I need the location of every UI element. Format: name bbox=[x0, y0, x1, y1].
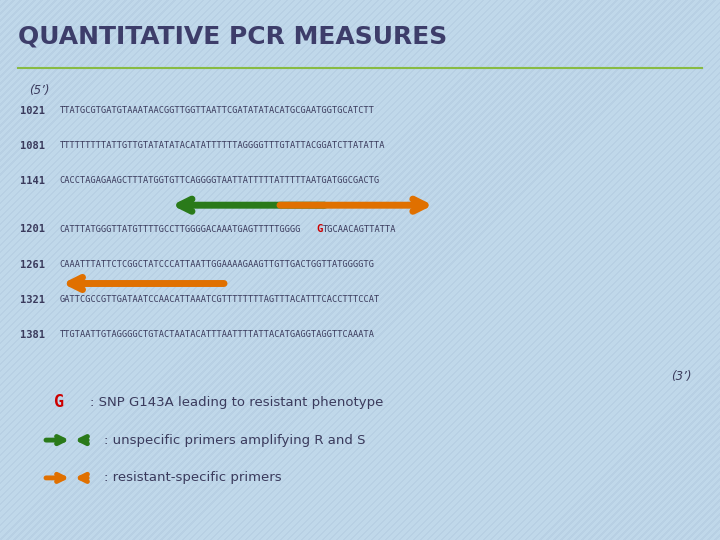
Text: GATTCGCCGTTGATAATCCAACATTAAATCGTTTTTTTTAGTTTACATTTCACCTTTCCAT: GATTCGCCGTTGATAATCCAACATTAAATCGTTTTTTTTA… bbox=[60, 295, 380, 304]
Text: 1021: 1021 bbox=[20, 106, 45, 116]
Text: QUANTITATIVE PCR MEASURES: QUANTITATIVE PCR MEASURES bbox=[18, 24, 447, 48]
Text: (3’): (3’) bbox=[671, 370, 691, 383]
Text: 1201: 1201 bbox=[20, 225, 45, 234]
Text: TTTTTTTTTATTGTTGTATATATACATATTTTTTAGGGGTTTGTATTACGGATCTTATATTA: TTTTTTTTTATTGTTGTATATATACATATTTTTTAGGGGT… bbox=[60, 141, 385, 150]
Text: : resistant-specific primers: : resistant-specific primers bbox=[104, 471, 282, 484]
Text: TGCAACAGTTATTA: TGCAACAGTTATTA bbox=[323, 225, 396, 234]
Text: 1321: 1321 bbox=[20, 295, 45, 305]
Text: 1141: 1141 bbox=[20, 176, 45, 186]
Text: CACCTAGAGAAGCTTTATGGTGTTCAGGGGTAATTATTTTTATTTTTAATGATGGCGACTG: CACCTAGAGAAGCTTTATGGTGTTCAGGGGTAATTATTTT… bbox=[60, 177, 380, 185]
Text: TTATGCGTGATGTAAATAACGGTTGGTTAATTCGATATATACATGCGAATGGTGCATCTT: TTATGCGTGATGTAAATAACGGTTGGTTAATTCGATATAT… bbox=[60, 106, 374, 115]
Text: 1261: 1261 bbox=[20, 260, 45, 269]
Text: : SNP G143A leading to resistant phenotype: : SNP G143A leading to resistant phenoty… bbox=[90, 396, 383, 409]
Text: G: G bbox=[54, 393, 64, 411]
Text: (5’): (5’) bbox=[29, 84, 49, 97]
Text: TTGTAATTGTAGGGGCTGTACTAATACATTTAATTTTATTACATGAGGTAGGTTCAAATA: TTGTAATTGTAGGGGCTGTACTAATACATTTAATTTTATT… bbox=[60, 330, 374, 339]
Text: 1081: 1081 bbox=[20, 141, 45, 151]
Text: G: G bbox=[317, 225, 323, 234]
Text: 1381: 1381 bbox=[20, 330, 45, 340]
Text: CATTTATGGGTTATGTTTTGCCTTGGGGACAAATGAGTTTTTGGGG: CATTTATGGGTTATGTTTTGCCTTGGGGACAAATGAGTTT… bbox=[60, 225, 301, 234]
Text: : unspecific primers amplifying R and S: : unspecific primers amplifying R and S bbox=[104, 434, 366, 447]
Text: CAAATTTATTCTCGGCTATCCCATTAATTGGAAAAGAAGTTGTTGACTGGTTATGGGGTG: CAAATTTATTCTCGGCTATCCCATTAATTGGAAAAGAAGT… bbox=[60, 260, 374, 269]
